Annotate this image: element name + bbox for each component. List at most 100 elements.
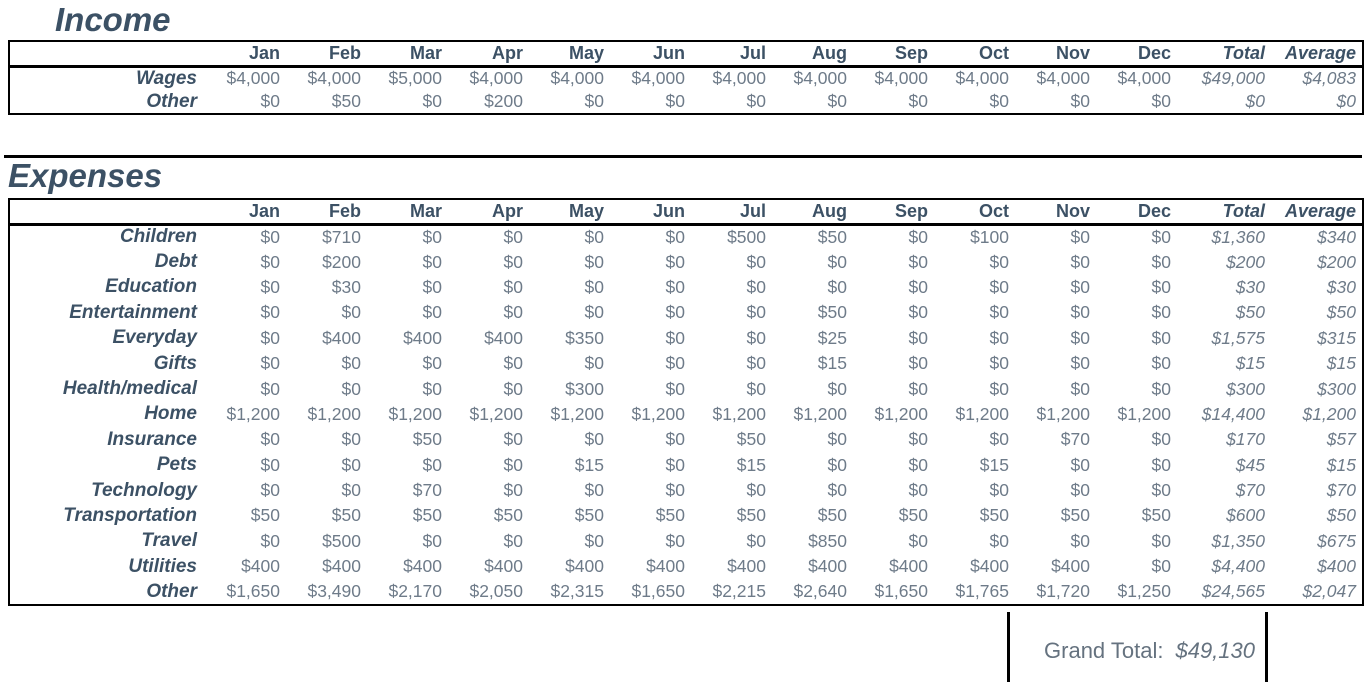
- cell-value: $50: [736, 505, 766, 526]
- cell-value: $15: [817, 353, 847, 374]
- cell-value: $400: [403, 327, 442, 348]
- cell-value: $50: [574, 505, 604, 526]
- cell-value: $0: [584, 226, 604, 247]
- cell-value: $0: [341, 429, 361, 450]
- cell-value: $0: [1151, 91, 1171, 111]
- grand-total-label: Grand Total:: [1044, 638, 1164, 663]
- table-row: Wages $4,000 $4,000 $5,000 $4,000 $4,000 $4,00…: [9, 66, 1363, 90]
- cell-value: $0: [260, 353, 280, 374]
- average-value: $1,200: [1302, 403, 1356, 424]
- table-row: Utilities $400 $400 $400 $400 $400 $400 $400 $40…: [9, 554, 1363, 579]
- table-row: Entertainment $0 $0 $0 $0 $0 $0 $0 $50 $0 $0 $0 $0 $5…: [9, 300, 1363, 325]
- cell-value: $50: [655, 505, 685, 526]
- cell-value: $1,650: [226, 581, 280, 602]
- cell-value: $0: [665, 378, 685, 399]
- cell-value: $100: [970, 226, 1009, 247]
- cell-value: $0: [989, 302, 1009, 323]
- cell-value: $0: [908, 91, 928, 111]
- cell-value: $0: [908, 353, 928, 374]
- cell-value: $2,315: [550, 581, 604, 602]
- average-value: $675: [1317, 530, 1356, 551]
- total-value: $1,575: [1211, 327, 1265, 348]
- cell-value: $0: [827, 480, 847, 501]
- cell-value: $50: [250, 505, 280, 526]
- cell-value: $0: [665, 454, 685, 475]
- cell-value: $0: [1151, 480, 1171, 501]
- cell-value: $0: [260, 530, 280, 551]
- cell-value: $0: [584, 480, 604, 501]
- cell-value: $0: [503, 454, 523, 475]
- cell-value: $0: [1070, 353, 1090, 374]
- row-label: Education: [105, 276, 197, 298]
- month-column-header: May: [529, 41, 610, 68]
- cell-value: $0: [1070, 378, 1090, 399]
- cell-value: $1,200: [307, 403, 361, 424]
- month-column-header: Mar: [367, 41, 448, 68]
- cell-value: $15: [736, 454, 766, 475]
- cell-value: $0: [665, 327, 685, 348]
- row-label-column-header: [9, 41, 205, 68]
- cell-value: $400: [1051, 556, 1090, 577]
- cell-value: $0: [827, 454, 847, 475]
- month-column-header: Feb: [286, 41, 367, 68]
- cell-value: $0: [989, 353, 1009, 374]
- average-value: $0: [1336, 91, 1356, 111]
- cell-value: $50: [1060, 505, 1090, 526]
- cell-value: $4,000: [1117, 68, 1171, 89]
- month-column-header: Aug: [772, 199, 853, 226]
- cell-value: $3,490: [307, 581, 361, 602]
- cell-value: $0: [665, 251, 685, 272]
- cell-value: $4,000: [226, 68, 280, 89]
- cell-value: $0: [260, 429, 280, 450]
- cell-value: $0: [503, 530, 523, 551]
- cell-value: $0: [1070, 530, 1090, 551]
- cell-value: $1,200: [631, 403, 685, 424]
- cell-value: $400: [970, 556, 1009, 577]
- cell-value: $400: [646, 556, 685, 577]
- total-value: $30: [1235, 276, 1265, 297]
- month-column-header: Nov: [1015, 41, 1096, 68]
- cell-value: $0: [989, 327, 1009, 348]
- total-column-header: Total: [1177, 199, 1271, 226]
- month-column-header: Apr: [448, 41, 529, 68]
- row-label: Pets: [156, 454, 197, 476]
- total-value: $24,565: [1201, 581, 1265, 602]
- month-column-header: Dec: [1096, 199, 1177, 226]
- cell-value: $4,000: [955, 68, 1009, 89]
- cell-value: $0: [1070, 327, 1090, 348]
- cell-value: $70: [1060, 429, 1090, 450]
- row-label: Children: [119, 226, 197, 248]
- total-value: $4,400: [1211, 556, 1265, 577]
- cell-value: $0: [746, 251, 766, 272]
- total-value: $170: [1226, 429, 1265, 450]
- cell-value: $15: [979, 454, 1009, 475]
- average-value: $4,083: [1302, 68, 1356, 89]
- average-value: $50: [1326, 505, 1356, 526]
- cell-value: $15: [574, 454, 604, 475]
- cell-value: $0: [908, 327, 928, 348]
- cell-value: $0: [665, 429, 685, 450]
- cell-value: $0: [989, 530, 1009, 551]
- cell-value: $0: [503, 429, 523, 450]
- cell-value: $0: [665, 480, 685, 501]
- cell-value: $0: [746, 91, 766, 111]
- month-column-header: Jan: [205, 41, 286, 68]
- cell-value: $0: [584, 91, 604, 111]
- month-column-header: Jul: [691, 41, 772, 68]
- cell-value: $0: [260, 378, 280, 399]
- cell-value: $25: [817, 327, 847, 348]
- cell-value: $0: [422, 378, 442, 399]
- cell-value: $2,170: [388, 581, 442, 602]
- cell-value: $2,215: [712, 581, 766, 602]
- cell-value: $1,200: [874, 403, 928, 424]
- cell-value: $0: [584, 276, 604, 297]
- cell-value: $850: [808, 530, 847, 551]
- cell-value: $0: [1151, 454, 1171, 475]
- cell-value: $4,000: [307, 68, 361, 89]
- month-column-header: Mar: [367, 199, 448, 226]
- average-value: $15: [1326, 353, 1356, 374]
- table-row: Home $1,200 $1,200 $1,200 $1,200 $1,200 $1,200…: [9, 402, 1363, 427]
- cell-value: $0: [908, 480, 928, 501]
- average-value: $30: [1326, 276, 1356, 297]
- table-row: Other $1,650 $3,490 $2,170 $2,050 $2,315 $1,65…: [9, 579, 1363, 604]
